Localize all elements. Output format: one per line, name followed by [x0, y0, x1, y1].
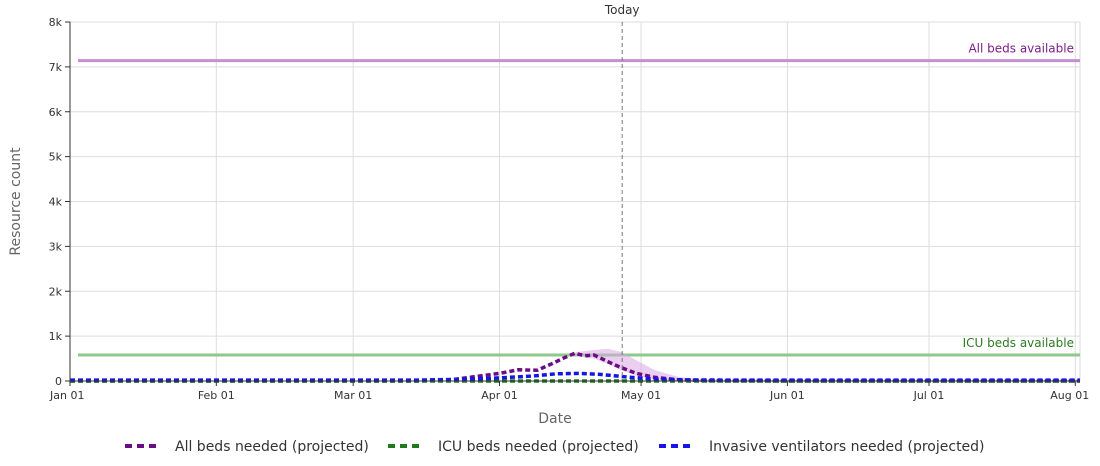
x-tick-label: Aug 01: [1050, 389, 1089, 402]
y-tick-label: 1k: [49, 330, 63, 343]
x-tick-label: Jul 01: [913, 389, 945, 402]
grid: [69, 21, 1081, 381]
reference-line-label: All beds available: [968, 42, 1074, 56]
x-axis-title: Date: [538, 411, 571, 427]
series-line: [70, 371, 1080, 382]
x-tick-label: Feb 01: [198, 389, 235, 402]
x-tick-label: Mar 01: [334, 389, 372, 402]
axes: 0 1k 2k 3k 4k 5k 6k 7k 8k Jan 01 Feb 01 Mar 01 Apr 0…: [8, 16, 1089, 427]
reference-lines: All beds available ICU beds available: [78, 42, 1080, 357]
y-tick-label: 8k: [49, 16, 63, 29]
legend-label: All beds needed (projected): [175, 439, 369, 455]
y-tick-label: 4k: [49, 196, 63, 209]
y-tick-label: 2k: [49, 285, 63, 298]
y-tick-label: 5k: [49, 151, 63, 164]
y-tick-label: 7k: [49, 61, 63, 74]
legend-item[interactable]: ICU beds needed (projected): [388, 439, 639, 455]
legend-item[interactable]: Invasive ventilators needed (projected): [659, 439, 985, 455]
x-tick-label: Jan 01: [49, 389, 84, 402]
today-marker: Today: [604, 3, 640, 381]
y-tick-label: 6k: [49, 106, 63, 119]
reference-line-label: ICU beds available: [963, 336, 1074, 350]
y-tick-label: 0: [55, 375, 62, 388]
x-tick-label: Apr 01: [481, 389, 518, 402]
legend[interactable]: All beds needed (projected) ICU beds need…: [125, 439, 985, 455]
x-tick-label: Jun 01: [769, 389, 805, 402]
uncertainty-band: [575, 348, 703, 381]
legend-item[interactable]: All beds needed (projected): [125, 439, 369, 455]
y-axis-title: Resource count: [8, 147, 24, 256]
legend-label: ICU beds needed (projected): [438, 439, 639, 455]
today-label: Today: [604, 3, 640, 17]
x-tick-label: May 01: [621, 389, 661, 402]
uncertainty-band-area: [575, 348, 703, 381]
legend-label: Invasive ventilators needed (projected): [709, 439, 985, 455]
y-tick-label: 3k: [49, 240, 63, 253]
